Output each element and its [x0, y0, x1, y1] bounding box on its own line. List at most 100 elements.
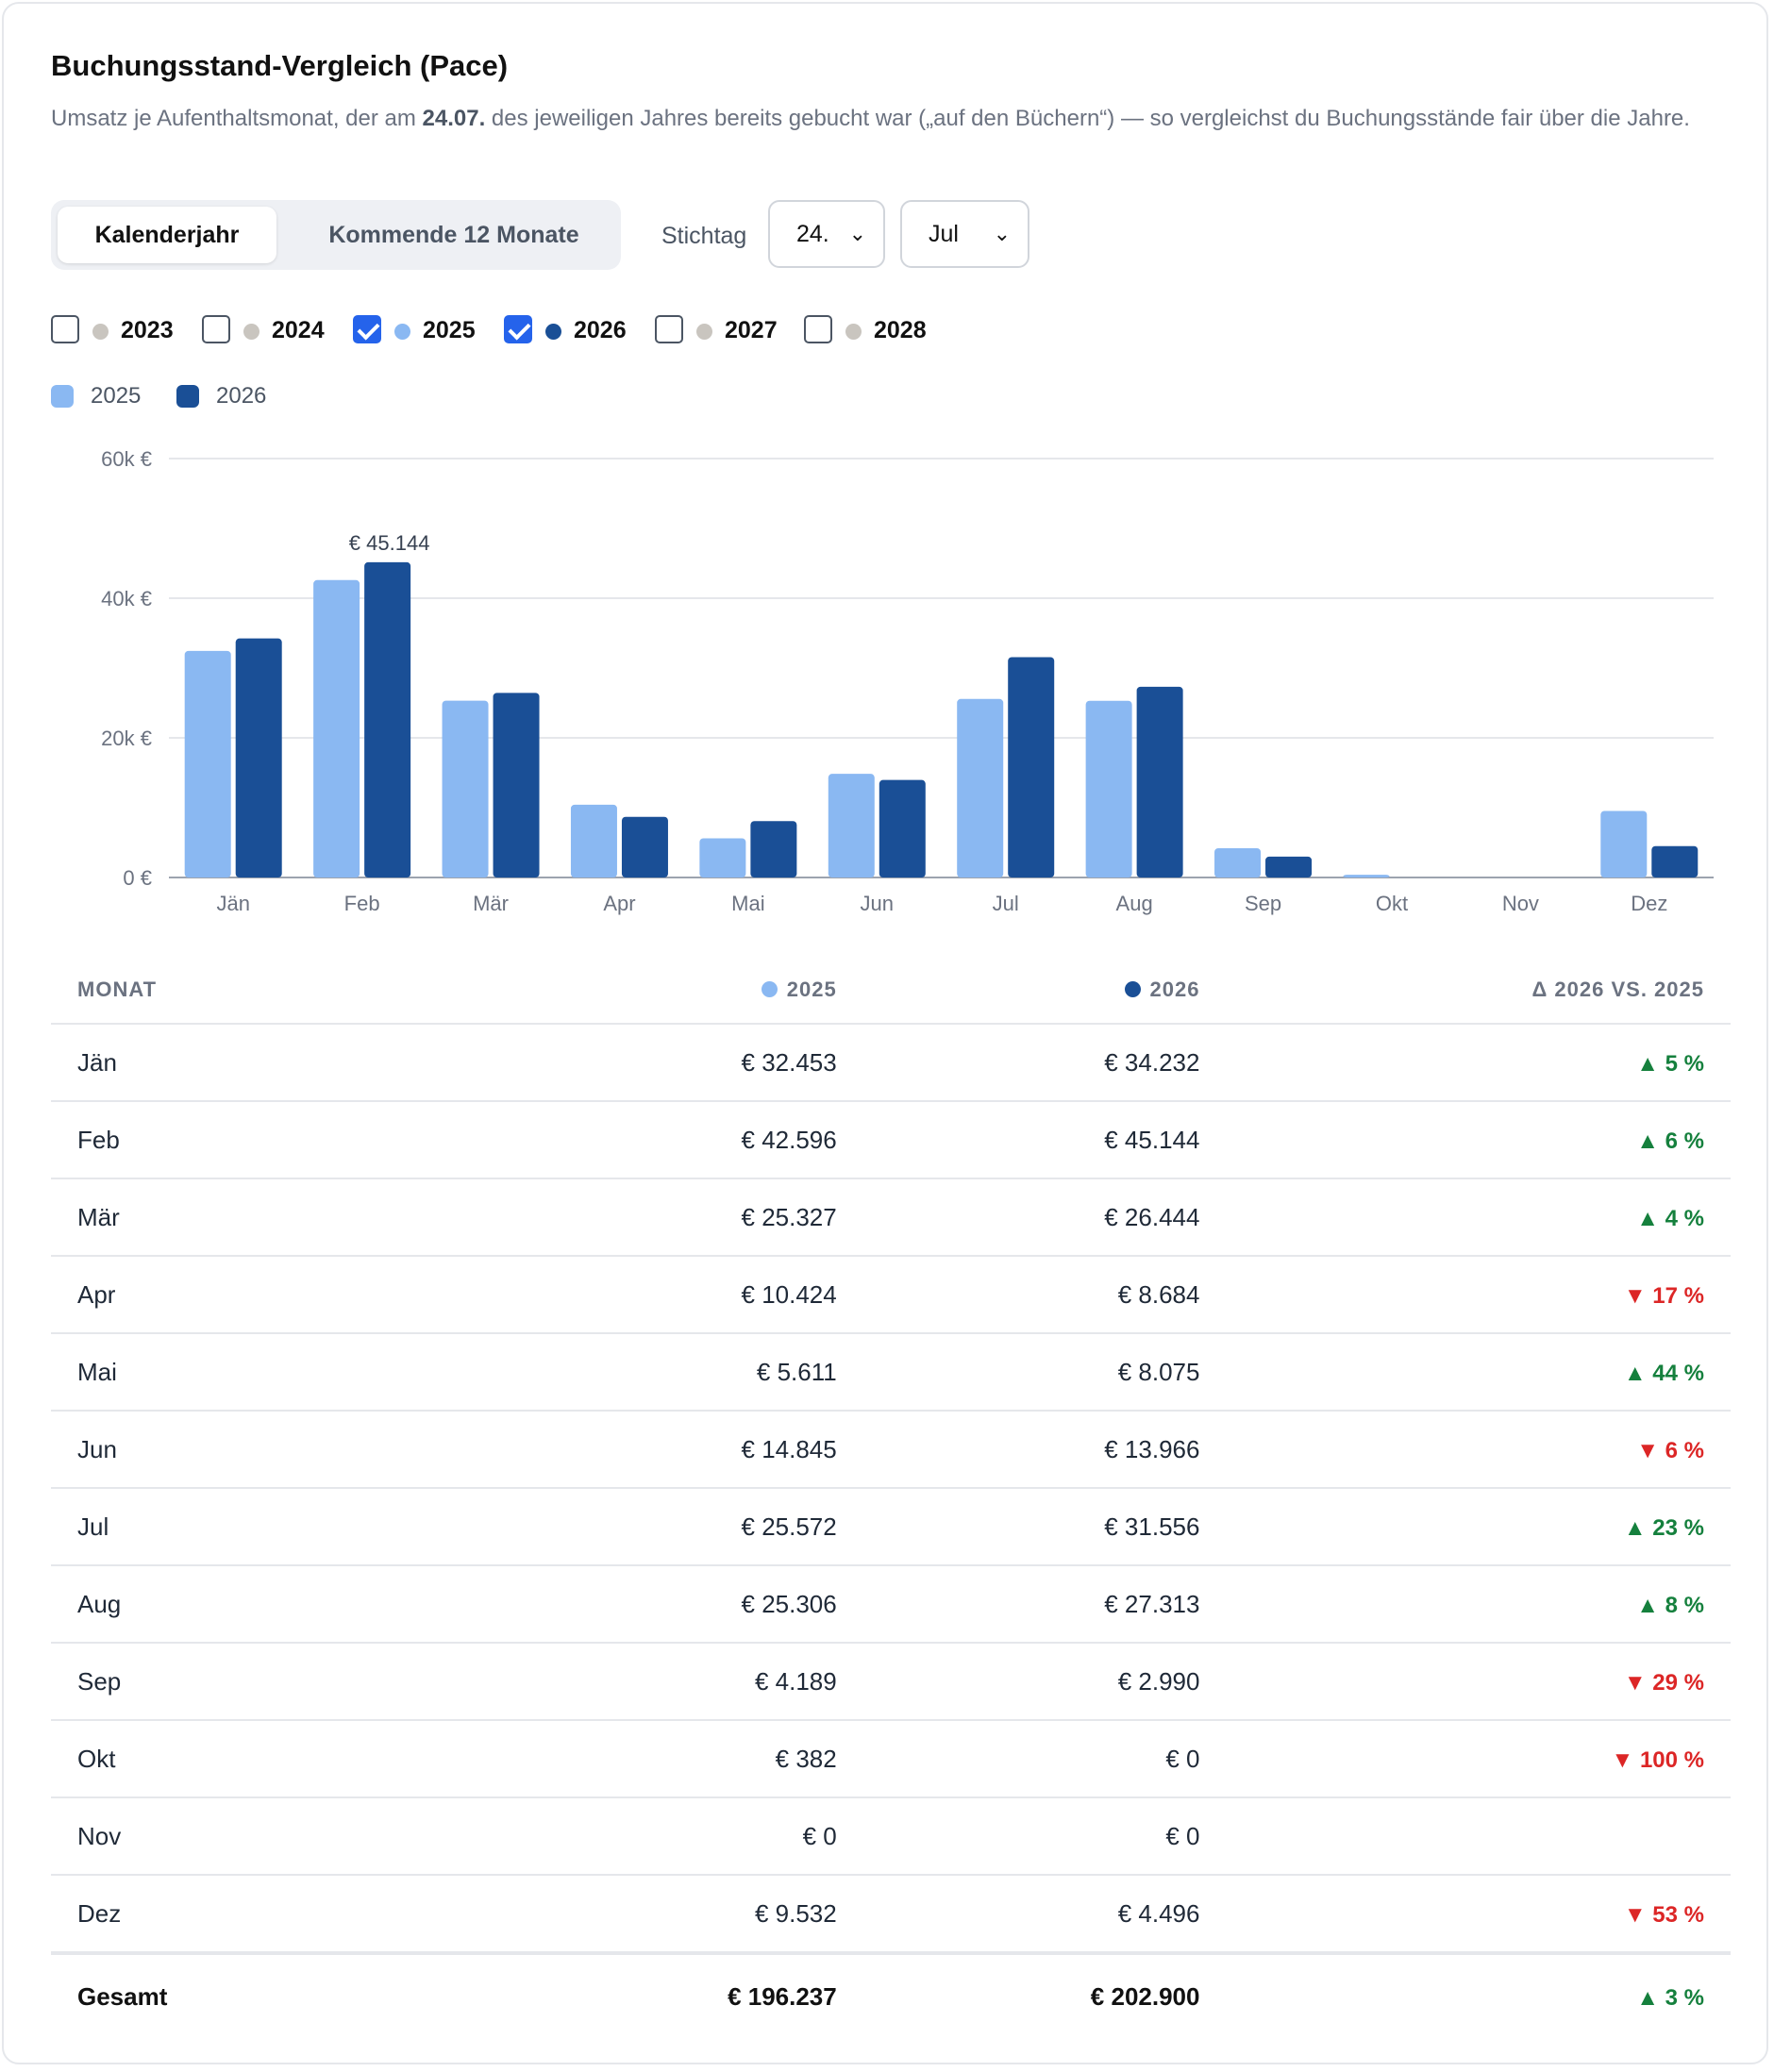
cell-2026: € 45.144 [862, 1101, 1227, 1179]
cell-delta: ▲ 23 % [1226, 1488, 1731, 1566]
year-checkbox[interactable] [51, 315, 79, 343]
cell-delta: ▼ 6 % [1226, 1411, 1731, 1489]
series-dot-2026 [1124, 981, 1141, 997]
year-checkbox[interactable] [202, 315, 230, 343]
cell-2025: € 25.327 [500, 1178, 863, 1257]
cell-delta: ▲ 6 % [1226, 1101, 1731, 1179]
x-tick-label: Jul [993, 892, 1019, 915]
year-filter-2025[interactable]: 2025 [353, 315, 494, 347]
bar-2026-Mai [750, 821, 797, 877]
month-select-value: Jul [929, 221, 959, 247]
cell-2026: € 8.684 [862, 1256, 1227, 1334]
bar-2025-Dez [1600, 810, 1648, 877]
day-select-value: 24. [796, 221, 829, 247]
table-row: Dez € 9.532 € 4.496 ▼ 53 % [51, 1875, 1731, 1954]
year-filter-2028[interactable]: 2028 [804, 315, 946, 347]
series-dot-2025 [761, 981, 778, 997]
cell-2025: € 5.611 [500, 1333, 863, 1412]
bar-2025-Aug [1085, 700, 1132, 877]
cell-delta: ▲ 4 % [1226, 1178, 1731, 1257]
legend-label: 2026 [216, 383, 267, 409]
bar-2025-Feb [313, 579, 360, 877]
col-header-2026: 2026 [862, 957, 1227, 1025]
bar-2026-Jun [879, 779, 926, 877]
year-checkbox[interactable] [504, 315, 532, 343]
bar-2026-Feb [364, 561, 411, 877]
cell-2025: € 25.572 [500, 1488, 863, 1566]
year-filter-2024[interactable]: 2024 [202, 315, 343, 347]
table-row: Sep € 4.189 € 2.990 ▼ 29 % [51, 1643, 1731, 1721]
tab-kalenderjahr[interactable]: Kalenderjahr [58, 207, 276, 263]
stichtag-label: Stichtag [661, 223, 747, 249]
year-color-dot [92, 324, 109, 340]
table-row: Feb € 42.596 € 45.144 ▲ 6 % [51, 1101, 1731, 1179]
cell-month: Jun [51, 1411, 500, 1489]
legend-swatch [51, 385, 74, 408]
legend-label: 2025 [91, 383, 142, 409]
table-row: Okt € 382 € 0 ▼ 100 % [51, 1720, 1731, 1798]
y-tick-label: 60k € [101, 447, 152, 471]
chevron-down-icon: ⌄ [848, 222, 866, 245]
x-tick-label: Mär [473, 892, 509, 915]
bar-2026-Sep [1265, 856, 1313, 877]
bar-2025-Mär [442, 700, 489, 877]
x-tick-label: Dez [1631, 892, 1667, 915]
bar-2025-Jän [184, 650, 231, 877]
bar-2025-Apr [570, 804, 617, 877]
table-row: Mär € 25.327 € 26.444 ▲ 4 % [51, 1178, 1731, 1257]
cell-month: Aug [51, 1565, 500, 1644]
bar-2025-Jul [957, 698, 1004, 877]
legend-swatch [176, 385, 199, 408]
comparison-table: MONAT 2025 2026 Δ 2026 VS. 2025 Jän € 32.… [51, 957, 1731, 2038]
bar-chart: 0 € 20k € 40k € 60k € Jän Feb Mär Apr Mai Jun Jul A… [101, 447, 1714, 915]
table-row: Aug € 25.306 € 27.313 ▲ 8 % [51, 1565, 1731, 1644]
cell-2026: € 34.232 [862, 1024, 1227, 1102]
year-filter-2026[interactable]: 2026 [504, 315, 645, 347]
delta-badge: ▲ 5 % [1636, 1050, 1704, 1077]
cell-delta: ▲ 8 % [1226, 1565, 1731, 1644]
cell-2025: € 25.306 [500, 1565, 863, 1644]
cell-2025: € 196.237 [500, 1951, 863, 2038]
cell-month: Nov [51, 1797, 500, 1876]
year-checkbox[interactable] [353, 315, 381, 343]
page-subtitle: Umsatz je Aufenthaltsmonat, der am 24.07… [51, 106, 1690, 131]
cell-month: Okt [51, 1720, 500, 1798]
table-total-row: Gesamt € 196.237 € 202.900 ▲ 3 % [51, 1951, 1731, 2038]
col-header-monat: MONAT [51, 957, 500, 1025]
delta-badge: ▼ 53 % [1623, 1901, 1704, 1928]
cell-month: Jul [51, 1488, 500, 1566]
page-title: Buchungsstand-Vergleich (Pace) [51, 49, 509, 82]
delta-badge: ▲ 44 % [1623, 1360, 1704, 1386]
tab-kommende-12-monate[interactable]: Kommende 12 Monate [328, 222, 579, 248]
year-label: 2026 [574, 317, 627, 343]
data-label: € 45.144 [349, 531, 430, 555]
x-tick-label: Apr [603, 892, 635, 915]
delta-badge: ▲ 6 % [1636, 1128, 1704, 1154]
cell-month: Mai [51, 1333, 500, 1412]
legend-item-2026[interactable]: 2026 [176, 383, 290, 411]
cell-month: Apr [51, 1256, 500, 1334]
cell-2025: € 9.532 [500, 1875, 863, 1954]
year-label: 2028 [874, 317, 927, 343]
year-checkbox[interactable] [804, 315, 832, 343]
cell-month: Jän [51, 1024, 500, 1102]
month-select[interactable]: Jul ⌄ [900, 200, 1029, 268]
year-color-dot [243, 324, 259, 340]
delta-badge: ▼ 29 % [1623, 1669, 1704, 1696]
year-checkbox[interactable] [655, 315, 683, 343]
year-filter-2023[interactable]: 2023 [51, 315, 192, 347]
legend-item-2025[interactable]: 2025 [51, 383, 164, 411]
y-tick-label: 20k € [101, 727, 152, 750]
delta-badge: ▼ 17 % [1623, 1282, 1704, 1309]
x-tick-label: Sep [1245, 892, 1281, 915]
year-filter-2027[interactable]: 2027 [655, 315, 796, 347]
cell-2026: € 13.966 [862, 1411, 1227, 1489]
cell-2026: € 202.900 [862, 1951, 1227, 2038]
day-select[interactable]: 24. ⌄ [768, 200, 885, 268]
bar-2026-Apr [621, 816, 668, 877]
bar-2025-Sep [1214, 848, 1262, 877]
x-tick-label: Nov [1502, 892, 1539, 915]
bar-2026-Mär [493, 693, 540, 877]
cell-2025: € 42.596 [500, 1101, 863, 1179]
cell-delta: ▼ 17 % [1226, 1256, 1731, 1334]
